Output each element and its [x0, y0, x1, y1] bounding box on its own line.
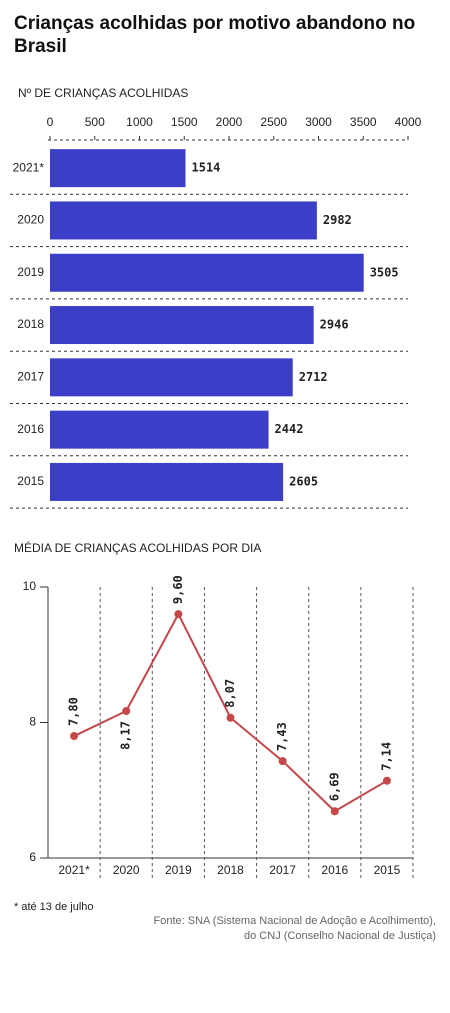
x-tick-label: 1000: [126, 115, 153, 129]
x-tick-label: 3000: [305, 115, 332, 129]
value-label: 1514: [192, 161, 221, 175]
point: [226, 713, 235, 722]
value-label: 7,43: [275, 722, 289, 751]
value-label: 2946: [320, 318, 349, 332]
bar: [50, 253, 364, 292]
value-label: 8,17: [119, 721, 133, 750]
value-label: 9,60: [171, 575, 185, 604]
x-tick-label: 2019: [165, 863, 192, 877]
x-tick-label: 2000: [216, 115, 243, 129]
bar: [50, 462, 284, 501]
value-label: 2442: [275, 422, 304, 436]
x-tick-label: 2021*: [58, 863, 90, 877]
y-tick-label: 8: [29, 715, 36, 729]
point: [174, 610, 183, 619]
value-label: 7,80: [67, 697, 81, 726]
y-tick-label: 2017: [17, 370, 44, 384]
x-tick-label: 3500: [350, 115, 377, 129]
x-tick-label: 2016: [321, 863, 348, 877]
y-tick-label: 2019: [17, 265, 44, 279]
y-tick-label: 2016: [17, 422, 44, 436]
y-tick-label: 2021*: [13, 160, 45, 174]
y-tick-label: 10: [23, 579, 37, 593]
x-tick-label: 2015: [374, 863, 401, 877]
bar: [50, 201, 317, 240]
y-tick-label: 2020: [17, 213, 44, 227]
value-label: 2982: [323, 213, 352, 227]
source-line: do CNJ (Conselho Nacional de Justiça): [244, 930, 436, 942]
source: Fonte: SNA (Sistema Nacional de Adoção e…: [154, 914, 437, 944]
page-title: Crianças acolhidas por motivo abandono n…: [14, 13, 416, 57]
point: [122, 706, 131, 715]
x-tick-label: 0: [47, 115, 54, 129]
x-tick-label: 1500: [171, 115, 198, 129]
x-tick-label: 2018: [217, 863, 244, 877]
chart-title: MÉDIA DE CRIANÇAS ACOLHIDAS POR DIA: [14, 540, 261, 555]
bar: [50, 410, 269, 449]
point: [382, 776, 391, 785]
x-tick-label: 500: [85, 115, 105, 129]
y-tick-label: 6: [29, 850, 36, 864]
x-tick-label: 2500: [260, 115, 287, 129]
value-label: 8,07: [223, 679, 237, 708]
footnote: * até 13 de julho: [14, 901, 94, 913]
source-line: Fonte: SNA (Sistema Nacional de Adoção e…: [153, 915, 437, 927]
x-tick-label: 2017: [269, 863, 296, 877]
bar: [50, 306, 314, 345]
x-tick-label: 2020: [113, 863, 140, 877]
value-label: 2605: [289, 474, 318, 488]
value-label: 2712: [299, 370, 328, 384]
value-label: 3505: [370, 265, 399, 279]
y-tick-label: 2015: [17, 474, 44, 488]
y-tick-label: 2018: [17, 317, 44, 331]
value-label: 7,14: [379, 742, 393, 771]
point: [330, 807, 339, 816]
point: [70, 732, 79, 741]
charts: Nº DE CRIANÇAS ACOLHIDAS 0 500 1000 1500 2000…: [10, 86, 422, 880]
value-label: 6,69: [327, 772, 341, 801]
bar: [50, 149, 186, 188]
bar: [50, 358, 293, 397]
chart-title: Nº DE CRIANÇAS ACOLHIDAS: [18, 86, 188, 100]
point: [278, 757, 287, 766]
x-tick-label: 4000: [395, 115, 422, 129]
